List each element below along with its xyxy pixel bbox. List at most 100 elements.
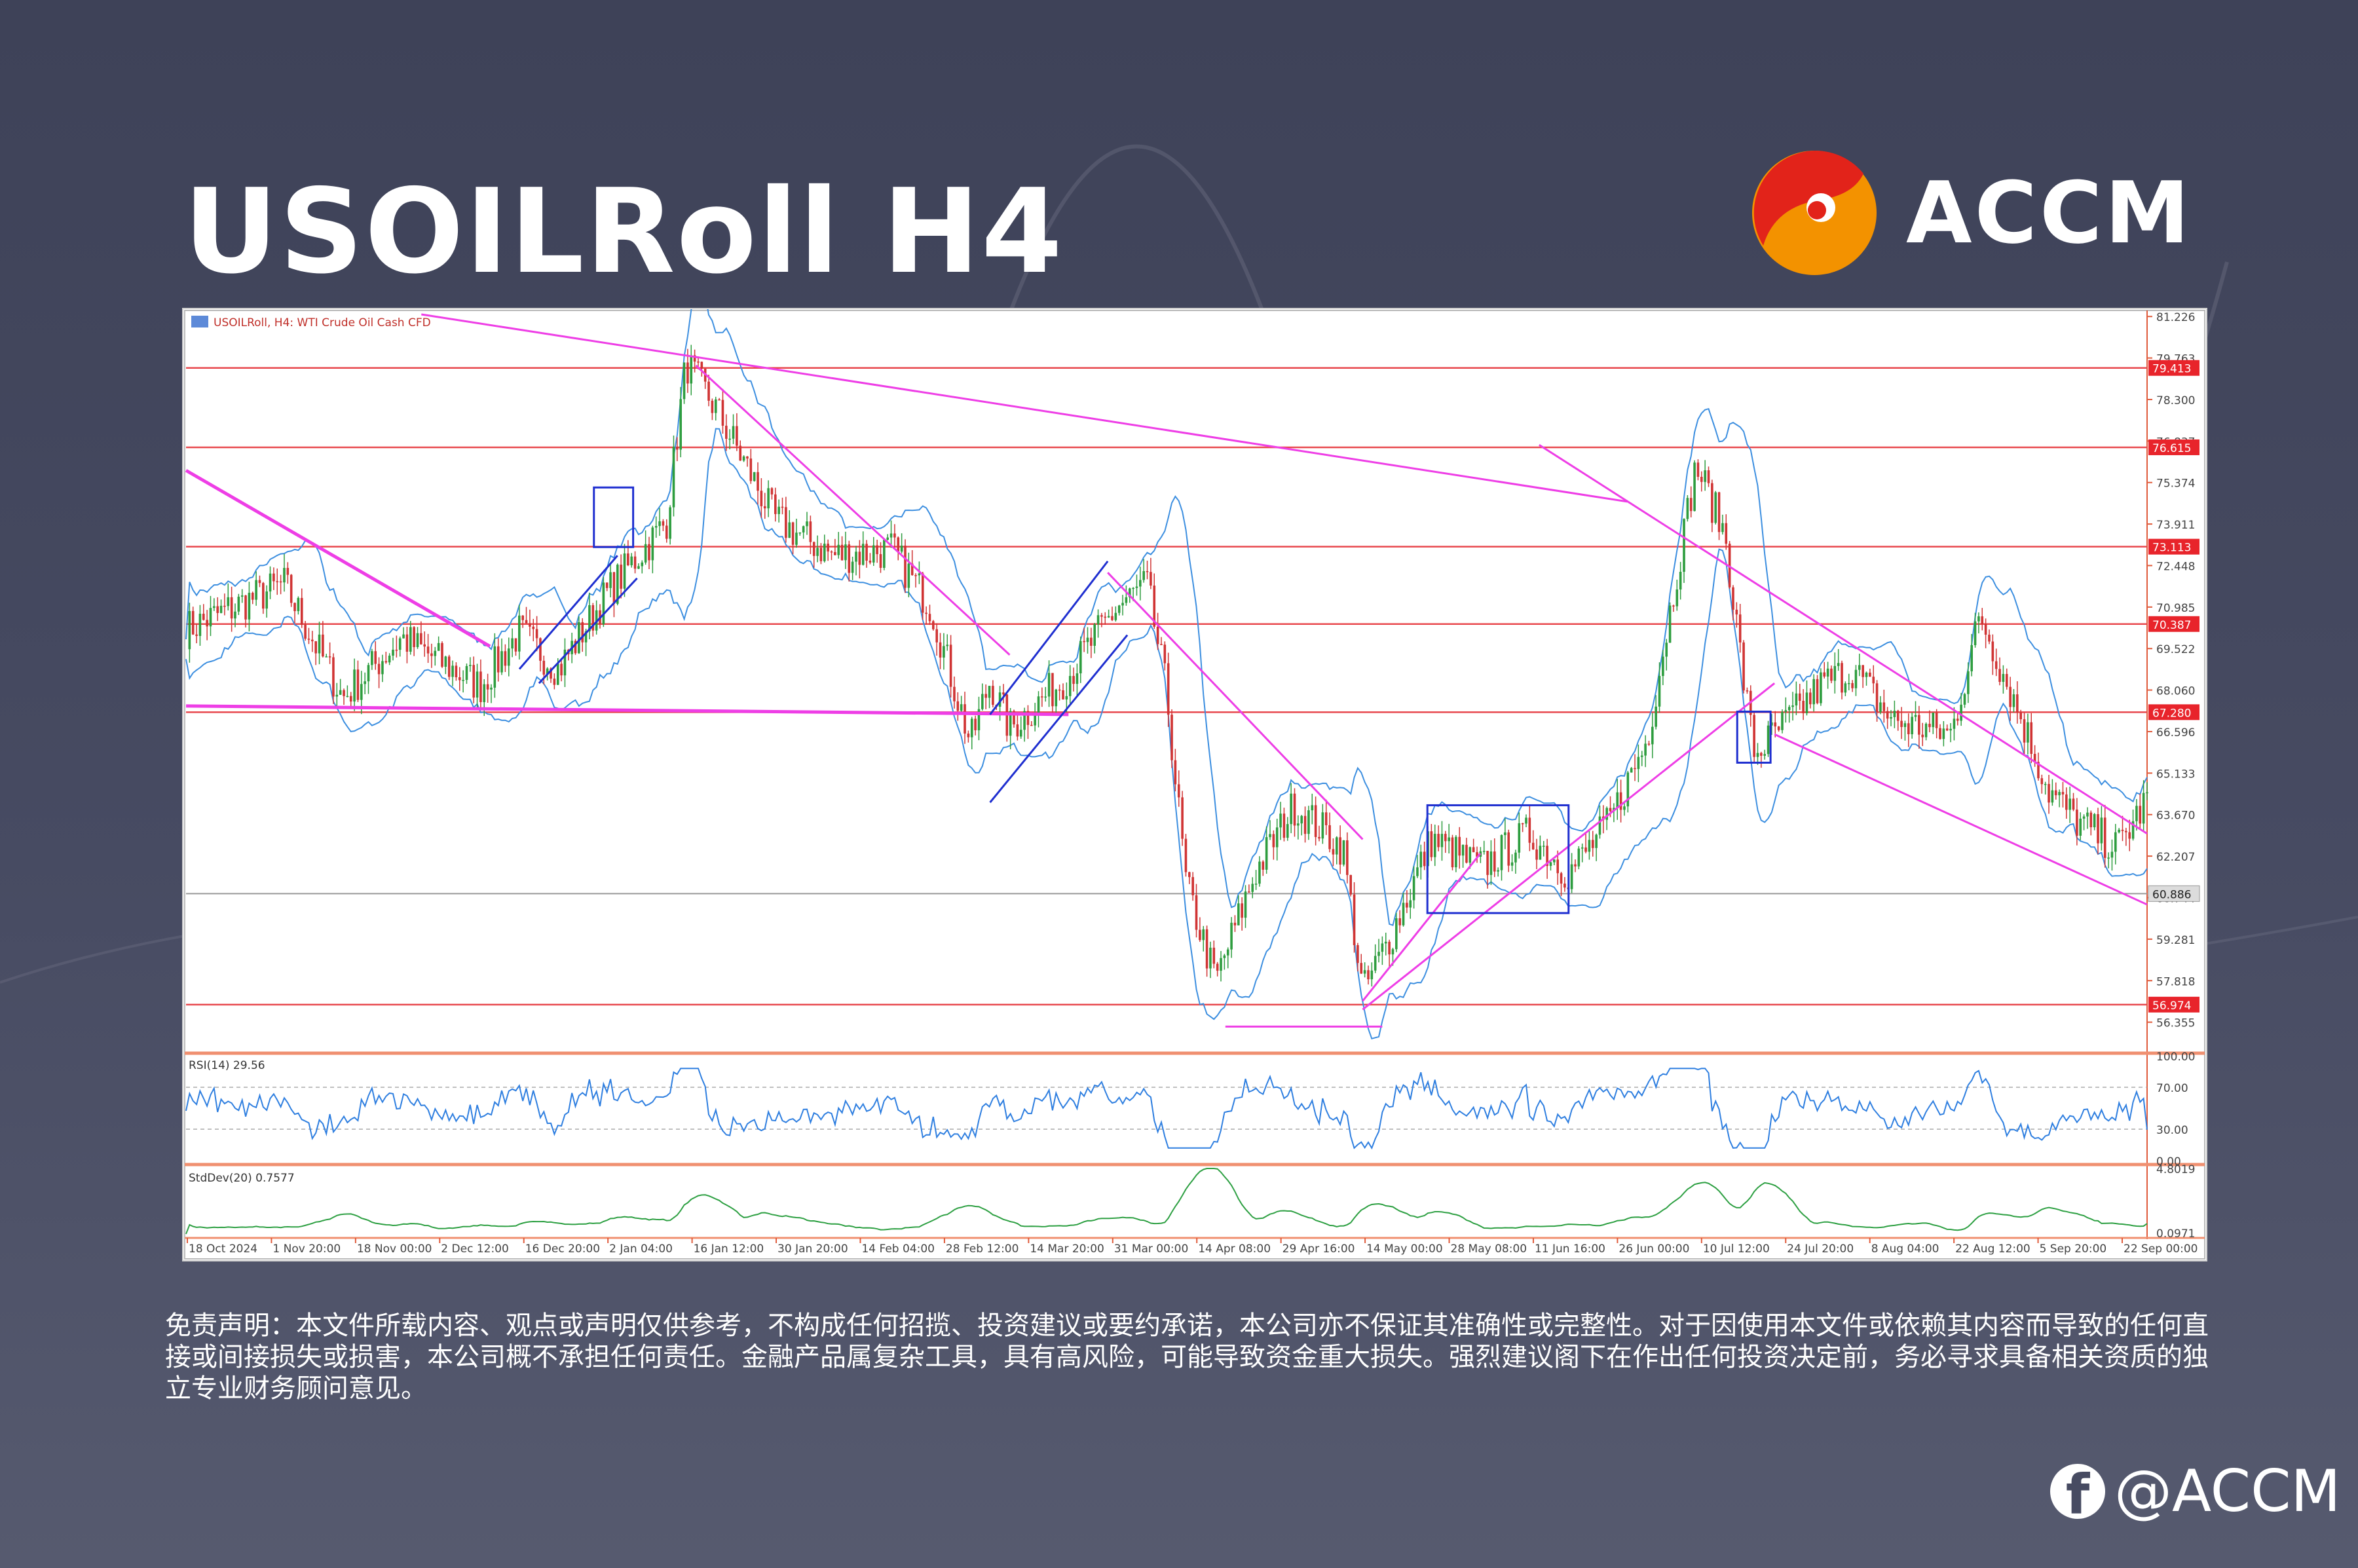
candle-body — [1781, 711, 1784, 730]
price-tick-label: 72.448 — [2156, 560, 2195, 573]
candle-body — [2005, 674, 2008, 687]
x-tick-label: 2 Dec 12:00 — [441, 1242, 509, 1256]
candle-body — [518, 615, 521, 652]
candle-body — [1577, 848, 1581, 867]
candle-body — [925, 612, 927, 614]
candle-body — [322, 634, 324, 657]
candle-body — [1482, 851, 1486, 852]
candle-body — [869, 560, 872, 563]
social-handle[interactable]: @ACCM — [2114, 1457, 2341, 1525]
candle-body — [1023, 711, 1026, 730]
candle-body — [1303, 815, 1307, 834]
candle-body — [1742, 642, 1745, 691]
candle-body — [434, 650, 437, 656]
candle-body — [1777, 726, 1780, 730]
candle-body — [325, 656, 328, 658]
candle-body — [1784, 710, 1787, 712]
candle-body — [2142, 793, 2145, 824]
candle-body — [2051, 790, 2054, 803]
price-tick-label: 69.522 — [2156, 643, 2195, 656]
candle-body — [237, 597, 240, 612]
candle-body — [1882, 702, 1886, 711]
candle-body — [785, 507, 787, 538]
candle-body — [1300, 815, 1303, 824]
candle-body — [1756, 753, 1759, 757]
candle-body — [1651, 726, 1654, 745]
candle-body — [1991, 641, 1994, 662]
candle-body — [1489, 851, 1493, 875]
stddev-line — [185, 1168, 2148, 1235]
candle-body — [381, 661, 384, 675]
candle-body — [311, 639, 314, 642]
candle-body — [563, 649, 567, 676]
trendline-magenta — [421, 313, 1628, 503]
candle-body — [550, 668, 552, 679]
candle-body — [1549, 862, 1552, 867]
candle-body — [1623, 806, 1626, 810]
candle-body — [462, 680, 464, 681]
candle-body — [1269, 834, 1271, 838]
candle-body — [2058, 792, 2061, 796]
candle-body — [546, 668, 549, 675]
price-tick-label: 63.670 — [2156, 810, 2195, 823]
candle-body — [1409, 900, 1412, 908]
candle-body — [304, 624, 307, 639]
candle-body — [1381, 943, 1384, 952]
candle-body — [335, 694, 339, 697]
candle-body — [2082, 816, 2086, 819]
candle-body — [1346, 840, 1349, 875]
candle-body — [711, 400, 714, 413]
candle-body — [992, 686, 994, 705]
price-tick-label: 81.226 — [2156, 311, 2195, 324]
candle-body — [1798, 693, 1801, 701]
candle-body — [290, 574, 293, 603]
candle-body — [788, 522, 791, 538]
x-tick-label: 31 Mar 00:00 — [1114, 1242, 1189, 1256]
candle-body — [1160, 644, 1163, 645]
candle-body — [1967, 671, 1970, 694]
price-tick-label: 65.133 — [2156, 768, 2195, 781]
candle-body — [1914, 715, 1917, 717]
candle-body — [949, 644, 952, 687]
candle-body — [1332, 849, 1335, 855]
price-tick-label: 66.596 — [2156, 726, 2195, 739]
candle-body — [1142, 570, 1145, 580]
channel-line-blue — [989, 634, 1129, 804]
candle-body — [1847, 682, 1850, 684]
candle-body — [367, 665, 370, 682]
trendline-magenta — [1539, 444, 2148, 835]
candle-body — [2044, 783, 2047, 785]
candle-body — [943, 646, 945, 658]
candle-body — [1875, 683, 1879, 713]
candle-body — [897, 537, 900, 552]
candle-body — [623, 553, 626, 589]
candle-body — [861, 544, 865, 565]
accm-logo-icon — [1752, 150, 1877, 275]
price-chart-window: 81.22679.76378.30076.83775.37473.91172.4… — [182, 308, 2207, 1261]
candle-body — [1896, 711, 1900, 721]
candle-body — [946, 644, 949, 646]
candle-body — [1732, 587, 1734, 610]
candle-body — [1721, 523, 1724, 532]
candle-body — [1318, 836, 1320, 839]
candle-body — [1563, 884, 1566, 888]
candle-body — [1342, 840, 1345, 865]
candle-body — [300, 597, 303, 625]
candle-body — [1830, 668, 1833, 681]
stddev-label: StdDev(20) 0.7577 — [189, 1172, 295, 1185]
candle-body — [1833, 665, 1837, 681]
candle-body — [823, 544, 826, 561]
candle-body — [1763, 754, 1766, 756]
candle-body — [1212, 947, 1216, 964]
x-tick-label: 10 Jul 12:00 — [1703, 1242, 1770, 1256]
candle-body — [1184, 838, 1188, 872]
facebook-icon[interactable]: f — [2050, 1463, 2105, 1519]
candle-body — [662, 521, 665, 526]
candle-body — [486, 684, 489, 690]
candle-body — [1072, 676, 1075, 684]
candle-body — [1272, 834, 1275, 848]
pattern-box — [593, 486, 635, 548]
candle-body — [830, 551, 833, 553]
candle-body — [1307, 810, 1310, 834]
candle-body — [777, 506, 780, 514]
